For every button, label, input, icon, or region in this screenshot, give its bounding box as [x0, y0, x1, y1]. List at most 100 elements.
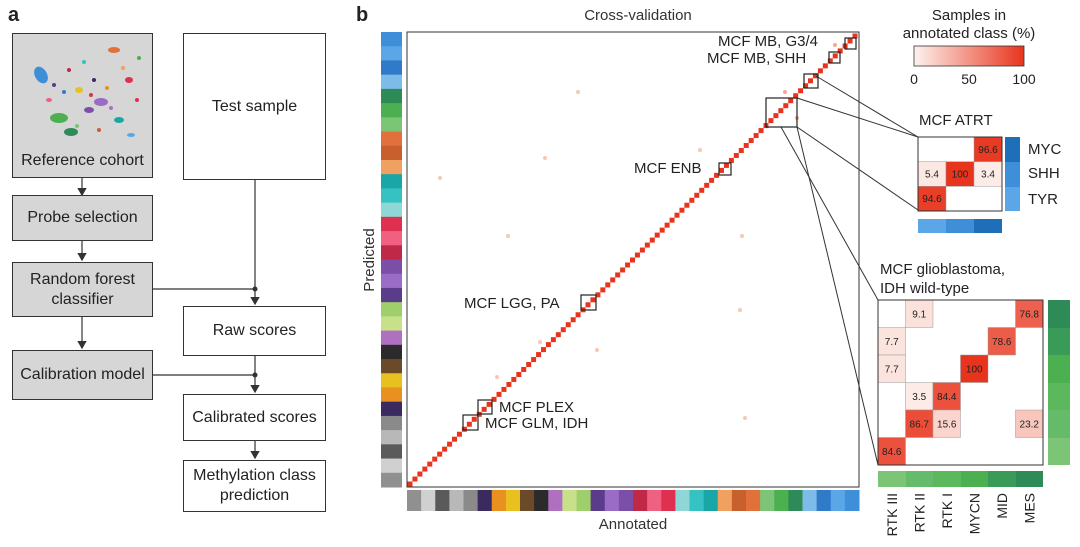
diagonal-cell — [516, 371, 522, 377]
annotated-class-swatch — [774, 490, 789, 511]
callout-box-gbm — [765, 97, 798, 128]
diagonal-cell — [590, 297, 596, 303]
diagonal-cell — [541, 347, 546, 353]
callout-mb-g34: MCF MB, G3/4 — [718, 33, 818, 50]
atrt-cell-value: 3.4 — [981, 170, 995, 181]
diagonal-cell — [555, 332, 561, 338]
diagonal-cell — [615, 272, 621, 278]
gbm-cell-value: 15.6 — [937, 419, 957, 430]
diagonal-cell — [630, 257, 635, 263]
predicted-class-swatch — [381, 330, 402, 346]
predicted-class-swatch — [381, 145, 402, 161]
atrt-row-label-myc: MYC — [1028, 141, 1062, 158]
diagonal-cell — [778, 108, 784, 114]
x-axis-label: Annotated — [599, 516, 667, 533]
colorbar-tick-100: 100 — [1012, 71, 1036, 87]
annotated-class-swatch — [802, 490, 818, 511]
reference-cohort-label: Reference cohort — [21, 152, 144, 169]
colorbar-title-line1: Samples in — [932, 7, 1006, 24]
diagonal-cell — [610, 277, 616, 283]
atrt-row-label-tyr: TYR — [1028, 191, 1058, 208]
gbm-col-label: RTK III — [884, 493, 900, 536]
atrt-cell-value: 94.6 — [922, 194, 942, 205]
atrt-cell — [973, 161, 1003, 187]
annotated-class-swatch — [689, 490, 705, 511]
annotated-class-swatch — [717, 490, 733, 511]
diagonal-cell — [644, 242, 650, 248]
gbm-cell — [1015, 299, 1044, 328]
annotated-class-swatch — [604, 490, 620, 511]
diagonal-cell — [649, 237, 655, 243]
diagonal-cell — [471, 416, 477, 422]
gbm-heatmap: 9.1 76.8 7.7 78.6 7.7 100 3.5 84.4 86.7 15.6 23.2 8… — [877, 299, 1044, 466]
diagonal-cell — [728, 157, 734, 163]
annotated-class-swatch — [760, 490, 775, 511]
diagonal-cell — [501, 386, 507, 392]
calibration-model-label: Calibration model — [20, 366, 145, 383]
annotated-class-swatch — [816, 490, 832, 511]
junction-dot — [252, 286, 258, 292]
diagonal-cell — [506, 381, 512, 387]
predicted-class-swatch — [381, 131, 402, 147]
callout-plex: MCF PLEX — [499, 399, 574, 416]
diagonal-cell — [625, 262, 631, 268]
predicted-class-colorbar — [381, 32, 402, 488]
annotated-class-swatch — [746, 490, 761, 511]
diagonal-cell — [407, 481, 413, 487]
diagonal-cell — [723, 162, 729, 168]
predicted-class-swatch — [381, 159, 402, 175]
predicted-class-swatch — [381, 117, 402, 133]
diagonal-cell — [437, 451, 443, 457]
predicted-class-swatch — [381, 88, 402, 104]
annotated-class-swatch — [703, 490, 719, 511]
annotated-class-swatch — [520, 490, 535, 511]
diagonal-cell — [486, 401, 492, 407]
annotated-class-swatch — [647, 490, 662, 511]
junction-dot — [252, 372, 258, 378]
callout-box-mb-g34 — [844, 37, 857, 50]
diagonal-cell — [531, 357, 537, 363]
diagonal-cell — [595, 292, 601, 298]
predicted-class-swatch — [381, 188, 402, 204]
gbm-cell — [987, 327, 1016, 356]
diagonal-cell — [743, 143, 749, 149]
diagonal-cell — [709, 177, 715, 183]
diagonal-cell — [605, 282, 611, 288]
probe-selection-label: Probe selection — [27, 209, 138, 226]
diagonal-cell — [545, 342, 551, 348]
colorbar-gradient — [913, 45, 1025, 67]
diagonal-cell — [412, 476, 418, 482]
diagonal-cell — [496, 391, 502, 397]
predicted-class-swatch — [381, 74, 402, 90]
annotated-class-swatch — [421, 490, 436, 511]
annotated-class-swatch — [407, 490, 422, 511]
callout-box-mb-shh — [828, 51, 841, 64]
diagonal-cell — [422, 466, 428, 472]
panel-a-connectors — [77, 178, 260, 460]
diagonal-cell — [639, 247, 645, 253]
gbm-cell-value: 3.5 — [912, 392, 926, 403]
diagonal-cell — [852, 33, 858, 39]
tsne-scatter-image — [34, 47, 141, 137]
diagonal-cell — [832, 53, 838, 59]
annotated-class-swatch — [788, 490, 804, 511]
predicted-class-swatch — [381, 216, 402, 232]
calibrated-scores-box: Calibrated scores — [183, 394, 326, 441]
atrt-bottom-colorbar — [918, 219, 1002, 233]
diagonal-cell — [808, 78, 813, 84]
predicted-class-swatch — [381, 444, 402, 460]
diagonal-cell — [748, 138, 754, 144]
predicted-class-swatch — [381, 415, 402, 431]
diagonal-cell — [570, 317, 576, 323]
diagonal-cell — [753, 133, 759, 139]
predicted-class-swatch — [381, 344, 402, 360]
gbm-cell — [1015, 409, 1044, 438]
predicted-class-swatch — [381, 103, 402, 118]
diagonal-cell — [812, 73, 818, 79]
callout-enb: MCF ENB — [634, 160, 702, 177]
diagonal-cell — [565, 322, 571, 328]
random-forest-label: Random forest classifier — [30, 270, 135, 308]
gbm-cell — [960, 354, 989, 383]
gbm-cell-value: 7.7 — [885, 337, 899, 348]
diagonal-cell — [788, 98, 794, 104]
